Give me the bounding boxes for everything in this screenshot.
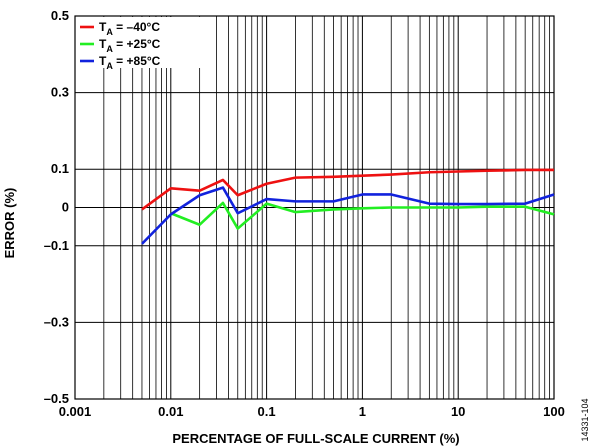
- legend-label: TA = –40°C: [99, 20, 160, 37]
- legend-label: TA = +85°C: [99, 54, 161, 71]
- series-layer: [141, 168, 555, 245]
- x-tick-label: 10: [451, 404, 465, 419]
- y-tick-label: –0.1: [44, 238, 69, 253]
- grid: [74, 15, 554, 400]
- series-line: [141, 168, 554, 211]
- series-line: [141, 186, 555, 245]
- legend: TA = –40°CTA = +25°CTA = +85°C: [76, 17, 216, 71]
- legend-box: [76, 17, 216, 68]
- y-tick-label: 0: [62, 200, 69, 215]
- y-tick-label: 0.5: [51, 8, 69, 23]
- x-tick-label: 0.1: [258, 404, 276, 419]
- x-tick-label: 0.01: [158, 404, 183, 419]
- series-line: [170, 201, 555, 230]
- x-axis-title: PERCENTAGE OF FULL-SCALE CURRENT (%): [172, 431, 459, 446]
- y-tick-labels: 0.5 0.3 0.1 0 –0.1 –0.3 –0.5: [44, 8, 69, 406]
- x-tick-label: 0.001: [59, 404, 92, 419]
- y-tick-label: 0.1: [51, 161, 69, 176]
- y-axis-title: ERROR (%): [2, 188, 17, 259]
- legend-label: TA = +25°C: [99, 37, 161, 54]
- x-tick-label: 100: [543, 404, 565, 419]
- x-tick-label: 1: [359, 404, 366, 419]
- x-tick-labels: 0.001 0.01 0.1 1 10 100: [59, 404, 565, 419]
- y-tick-label: –0.5: [44, 391, 69, 406]
- y-tick-label: 0.3: [51, 85, 69, 100]
- plot-frame: [74, 15, 555, 400]
- figure-id: 14331-104: [580, 398, 590, 441]
- y-tick-label: –0.3: [44, 314, 69, 329]
